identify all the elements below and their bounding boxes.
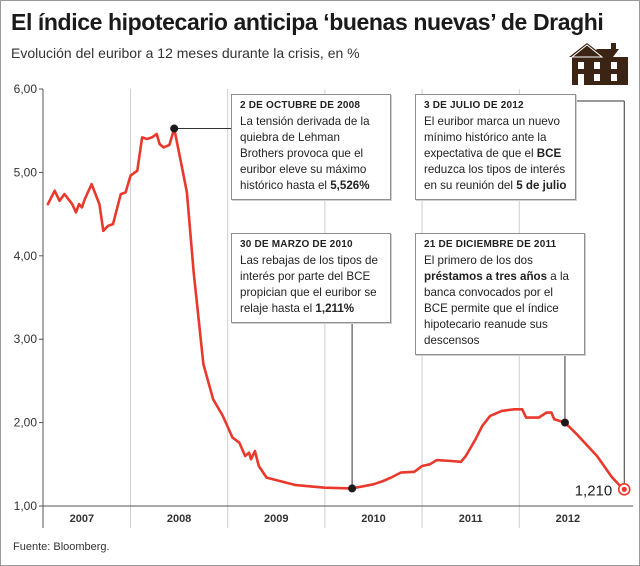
annotation-text-run: Las rebajas de los tipos de interés por …: [240, 254, 378, 315]
annotation-2011-text: El primero de los dos préstamos a tres a…: [424, 253, 577, 349]
annotation-2010-text: Las rebajas de los tipos de interés por …: [240, 253, 383, 317]
annotation-text-run: El primero de los dos: [424, 254, 533, 267]
annotation-2008: 2 DE OCTUBRE DE 2008 La tensión derivada…: [231, 94, 391, 200]
annotation-text-run: El euribor marca un nuevo mínimo históri…: [424, 115, 560, 160]
annotation-text-run: 5 de julio: [516, 179, 567, 192]
y-tick-label: 6,00: [14, 82, 38, 96]
source-note: Fuente: Bloomberg.: [13, 541, 110, 553]
annotation-text-run: préstamos a tres años: [424, 270, 548, 283]
y-tick-label: 3,00: [14, 332, 38, 346]
annotation-text-run: 1,211%: [315, 302, 355, 315]
y-tick-label: 5,00: [14, 165, 38, 179]
chart-area: 1,00 2,00 3,00 4,00 5,00 6,00 2007 2008 2009 2010…: [14, 82, 633, 528]
x-tick-label: 2007: [70, 513, 94, 525]
annotation-2012-text: El euribor marca un nuevo mínimo históri…: [424, 114, 568, 194]
annotation-2011: 21 DE DICIEMBRE DE 2011 El primero de lo…: [415, 233, 585, 355]
x-tick-label: 2011: [459, 513, 483, 525]
chart-title: El índice hipotecario anticipa ‘buenas n…: [11, 9, 604, 35]
annotation-2012-header: 3 DE JULIO DE 2012: [424, 100, 524, 111]
euribor-line: [46, 127, 626, 491]
y-tick-label: 2,00: [14, 416, 38, 430]
annotation-text-run: a la banca convocados por el BCE permite…: [424, 270, 569, 347]
annotation-text-run: reduzca los tipos de interés en su reuni…: [424, 163, 566, 192]
x-tick-label: 2010: [361, 513, 385, 525]
house-icon: [569, 43, 628, 85]
annotation-2008-header: 2 DE OCTUBRE DE 2008: [240, 100, 361, 111]
annotation-text-run: 5,526%: [330, 179, 370, 192]
data-point-marker: [560, 418, 569, 427]
data-point-marker: [348, 484, 357, 493]
annotation-2012: 3 DE JULIO DE 2012 El euribor marca un n…: [415, 94, 576, 200]
chart-subtitle: Evolución del euribor a 12 meses durante…: [11, 45, 360, 61]
annotation-text-run: BCE: [536, 147, 562, 160]
y-tick-label: 1,00: [14, 499, 38, 513]
annotation-2010: 30 DE MARZO DE 2010 Las rebajas de los t…: [231, 233, 391, 323]
x-tick-label: 2012: [556, 513, 580, 525]
data-point-marker: [170, 124, 179, 133]
annotation-2011-header: 21 DE DICIEMBRE DE 2011: [424, 239, 557, 250]
annotation-text-run: La tensión derivada de la quiebra de Leh…: [240, 115, 370, 192]
x-tick-label: 2008: [167, 513, 191, 525]
end-point-marker-center: [621, 486, 627, 492]
end-value-label: 1,210: [575, 482, 613, 499]
annotation-2010-header: 30 DE MARZO DE 2010: [240, 239, 353, 250]
annotation-2008-text: La tensión derivada de la quiebra de Leh…: [240, 114, 383, 194]
x-tick-label: 2009: [264, 513, 288, 525]
y-tick-label: 4,00: [14, 249, 38, 263]
